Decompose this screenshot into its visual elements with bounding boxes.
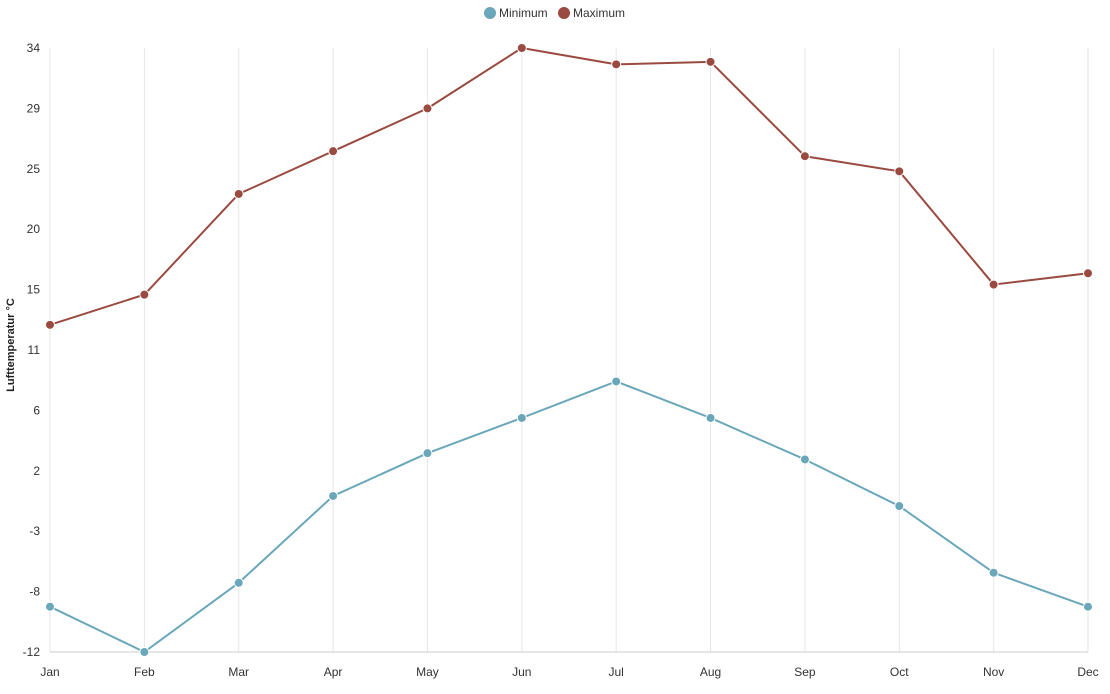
x-tick-label: May <box>416 665 439 679</box>
y-tick-label: -3 <box>29 524 40 538</box>
x-tick-label: Apr <box>324 665 343 679</box>
data-point-maximum[interactable] <box>611 59 622 70</box>
data-point-maximum[interactable] <box>705 56 716 67</box>
x-tick-label: Oct <box>890 665 909 679</box>
y-tick-label: 2 <box>33 464 40 478</box>
x-tick-label: Nov <box>983 665 1004 679</box>
x-tick-label: Jul <box>609 665 624 679</box>
data-point-minimum[interactable] <box>1083 601 1093 612</box>
data-point-minimum[interactable] <box>988 567 999 578</box>
data-point-minimum[interactable] <box>611 376 622 387</box>
legend-marker-minimum[interactable] <box>484 7 496 19</box>
series-line-minimum <box>49 380 1089 653</box>
x-tick-label: Jun <box>512 665 531 679</box>
x-tick-label: Feb <box>134 665 155 679</box>
data-point-minimum[interactable] <box>139 647 150 657</box>
data-point-maximum[interactable] <box>988 279 999 290</box>
data-point-minimum[interactable] <box>705 412 716 423</box>
data-point-maximum[interactable] <box>422 103 433 114</box>
data-point-maximum[interactable] <box>233 188 244 199</box>
data-point-minimum[interactable] <box>233 577 244 588</box>
axes: Jan Feb Mar Apr May Jun Jul Aug Sep Oct Nov Dec 34 29… <box>23 41 1099 679</box>
data-point-minimum[interactable] <box>894 501 905 512</box>
grid <box>49 48 1089 652</box>
data-point-minimum[interactable] <box>45 601 55 612</box>
x-tick-label: Jan <box>40 665 59 679</box>
data-point-maximum[interactable] <box>516 43 527 53</box>
series-line-maximum <box>49 47 1089 326</box>
data-point-maximum[interactable] <box>139 289 150 300</box>
y-tick-label: -12 <box>23 645 41 659</box>
data-point-minimum[interactable] <box>422 448 433 459</box>
series-lines <box>45 43 1093 657</box>
data-point-maximum[interactable] <box>894 166 905 177</box>
data-point-minimum[interactable] <box>799 454 810 465</box>
y-tick-label: 25 <box>27 162 41 176</box>
legend: Minimum Maximum <box>484 6 625 20</box>
data-point-minimum[interactable] <box>328 490 339 501</box>
data-point-minimum[interactable] <box>516 412 527 423</box>
y-tick-label: 11 <box>28 343 41 357</box>
x-tick-label: Sep <box>794 665 816 679</box>
x-tick-label: Mar <box>228 665 249 679</box>
y-tick-label: 20 <box>27 222 41 236</box>
legend-label-minimum[interactable]: Minimum <box>499 6 548 20</box>
data-point-maximum[interactable] <box>799 151 810 162</box>
legend-label-maximum[interactable]: Maximum <box>573 6 625 20</box>
y-tick-label: -8 <box>29 585 40 599</box>
data-point-maximum[interactable] <box>45 319 55 330</box>
x-tick-label: Dec <box>1077 665 1098 679</box>
y-tick-label: 34 <box>27 41 41 55</box>
y-tick-label: 6 <box>33 403 40 417</box>
y-tick-label: 15 <box>27 283 41 297</box>
data-point-maximum[interactable] <box>328 146 339 157</box>
data-point-maximum[interactable] <box>1083 268 1093 279</box>
legend-marker-maximum[interactable] <box>558 7 570 19</box>
x-tick-label: Aug <box>700 665 721 679</box>
y-tick-label: 29 <box>27 101 41 115</box>
y-axis-title: Lufttemperatur °C <box>5 298 17 392</box>
